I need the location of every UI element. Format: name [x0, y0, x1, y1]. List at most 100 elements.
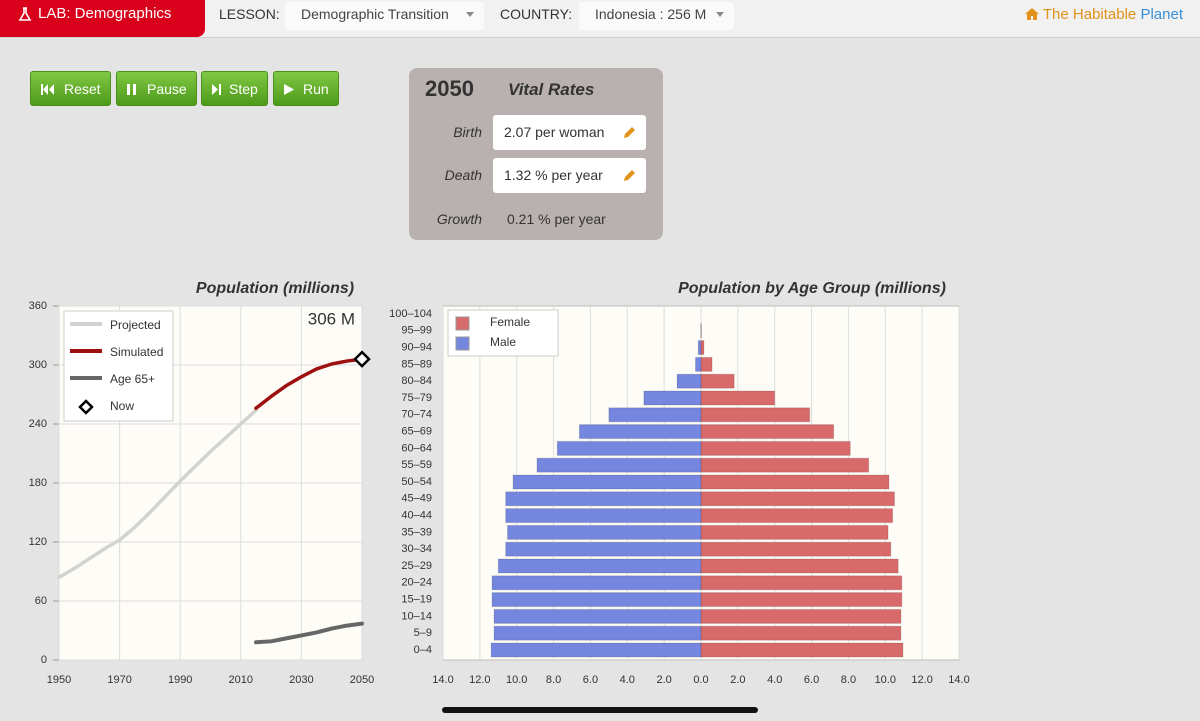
bar	[700, 625, 902, 641]
now-marker	[353, 350, 371, 368]
panel-title: Vital Rates	[508, 80, 595, 99]
x-tick-label: 2050	[350, 674, 374, 686]
x-tick-label: 1950	[47, 674, 71, 686]
rate-label: Growth	[436, 211, 482, 227]
series-line	[253, 621, 364, 645]
y-tick-label: 95–99	[401, 325, 432, 337]
y-tick-label: 15–19	[401, 594, 432, 606]
home-indicator	[442, 707, 758, 713]
home-icon	[1024, 8, 1039, 20]
x-tick-label: 6.0	[583, 674, 598, 686]
legend-swatch	[78, 399, 94, 415]
bar	[493, 608, 702, 624]
y-tick-label: 5–9	[414, 627, 432, 639]
reset-button[interactable]: Reset	[30, 71, 111, 106]
year: 2050	[425, 76, 474, 101]
x-tick-label: 8.0	[546, 674, 561, 686]
bar	[700, 508, 894, 524]
legend-label: Female	[490, 315, 530, 329]
x-tick-label: 12.0	[469, 674, 490, 686]
charts: Population (millions) 0 60 120 180 240 300 360 1…	[29, 280, 970, 686]
y-tick-label: 20–24	[401, 577, 432, 589]
pause-button[interactable]: Pause	[116, 71, 197, 106]
bar	[700, 575, 903, 591]
y-tick-label: 120	[29, 536, 47, 548]
x-tick-label: 2010	[229, 674, 253, 686]
y-tick-label: 60	[35, 595, 47, 607]
bar	[700, 592, 903, 608]
y-tick-label: 50–54	[401, 476, 432, 488]
chart-title: Population (millions)	[196, 280, 354, 297]
bar	[643, 390, 702, 406]
button-label: Step	[229, 81, 258, 97]
rate-label: Birth	[453, 124, 482, 140]
bar	[676, 373, 702, 389]
y-tick-label: 60–64	[401, 442, 432, 454]
bar	[507, 524, 702, 540]
series-line	[254, 357, 364, 411]
bar	[700, 524, 889, 540]
edit-icon	[624, 127, 635, 138]
lesson-dropdown[interactable]: Demographic Transition	[285, 2, 484, 30]
bar	[491, 575, 702, 591]
bar	[694, 356, 702, 372]
reset-icon	[41, 84, 54, 95]
vital-rates-panel: 2050 Vital Rates Birth 2.07 per woman De…	[409, 68, 663, 240]
lab-tab[interactable]: LAB: Demographics	[0, 0, 205, 37]
x-tick-label: 4.0	[767, 674, 782, 686]
bar	[490, 642, 702, 658]
x-tick-label: 10.0	[875, 674, 896, 686]
edit-icon	[624, 170, 635, 181]
y-tick-label: 90–94	[401, 342, 432, 354]
bar	[700, 440, 851, 456]
caret	[716, 12, 724, 17]
chart-title: Population by Age Group (millions)	[678, 280, 946, 297]
bar	[512, 474, 702, 490]
rate-value: 1.32 % per year	[504, 167, 603, 183]
bar	[700, 541, 892, 557]
brand-link[interactable]: The Habitable Planet	[1024, 6, 1183, 23]
legend-swatch	[455, 316, 470, 331]
legend-swatch	[455, 336, 470, 351]
y-tick-label: 75–79	[401, 392, 432, 404]
bar	[700, 491, 895, 507]
legend-label: Age 65+	[110, 372, 155, 386]
step-icon	[212, 84, 221, 95]
bar	[700, 407, 811, 423]
birth-input[interactable]: 2.07 per woman	[493, 115, 646, 150]
step-button[interactable]: Step	[201, 71, 268, 106]
y-tick-label: 300	[29, 359, 47, 371]
lesson-value: Demographic Transition	[301, 6, 449, 22]
y-tick-label: 65–69	[401, 426, 432, 438]
y-tick-label: 25–29	[401, 560, 432, 572]
population-chart: Population (millions) 0 60 120 180 240 300 360 1…	[29, 280, 375, 686]
y-tick-label: 35–39	[401, 526, 432, 538]
bar	[700, 642, 904, 658]
y-tick-label: 100–104	[389, 308, 432, 320]
x-tick-label: 4.0	[620, 674, 635, 686]
y-tick-label: 30–34	[401, 543, 432, 555]
legend-box	[63, 310, 174, 422]
x-tick-label: 2030	[289, 674, 313, 686]
bar	[700, 457, 870, 473]
bar	[505, 491, 702, 507]
country-label: COUNTRY:	[500, 6, 573, 22]
rate-value: 0.21 % per year	[507, 211, 606, 227]
y-tick-label: 180	[29, 477, 47, 489]
pause-icon	[127, 84, 136, 95]
bar	[608, 407, 702, 423]
y-tick-label: 0	[41, 654, 47, 666]
country-value: Indonesia : 256 M	[595, 6, 707, 22]
top-bar: LAB: Demographics LESSON: Demographic Tr…	[0, 0, 1200, 38]
y-tick-label: 80–84	[401, 375, 432, 387]
y-tick-label: 240	[29, 418, 47, 430]
run-icon	[284, 84, 294, 95]
button-label: Reset	[64, 81, 101, 97]
rate-value: 2.07 per woman	[504, 124, 605, 140]
country-dropdown[interactable]: Indonesia : 256 M	[579, 2, 734, 30]
death-input[interactable]: 1.32 % per year	[493, 158, 646, 193]
x-tick-label: 1990	[168, 674, 192, 686]
bar	[697, 340, 702, 356]
y-tick-label: 40–44	[401, 510, 432, 522]
run-button[interactable]: Run	[273, 71, 339, 106]
